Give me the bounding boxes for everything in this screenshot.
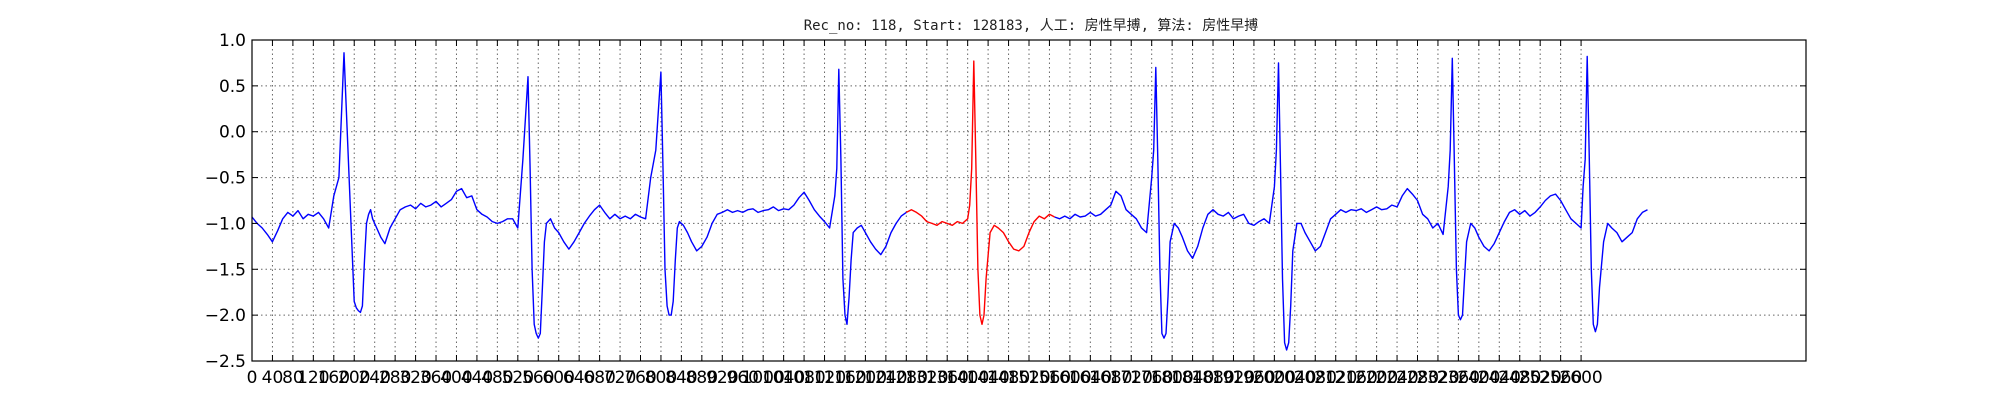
x-tick-label: 600 xyxy=(542,368,574,388)
x-tick-label: 1600 xyxy=(1048,368,1091,388)
x-tick-label: 2160 xyxy=(1335,368,1378,388)
x-tick-label: 2480 xyxy=(1498,368,1541,388)
y-tick-label: −1.5 xyxy=(205,260,246,280)
x-tick-label: 1280 xyxy=(885,368,928,388)
plot-frame xyxy=(251,39,1807,362)
x-tick-label: 2600 xyxy=(1559,368,1602,388)
x-tick-label: 2400 xyxy=(1457,368,1500,388)
x-tick-label: 280 xyxy=(379,368,411,388)
x-tick-label: 1640 xyxy=(1069,368,1112,388)
x-tick-label: 2560 xyxy=(1539,368,1582,388)
x-tick-label: 1040 xyxy=(762,368,805,388)
x-tick-label: 2120 xyxy=(1314,368,1357,388)
x-tick-label: 2080 xyxy=(1294,368,1337,388)
x-tick-label: 2520 xyxy=(1519,368,1562,388)
x-tick-label: 440 xyxy=(461,368,493,388)
x-tick-label: 1000 xyxy=(742,368,785,388)
x-tick-label: 1480 xyxy=(987,368,1030,388)
x-tick-label: 880 xyxy=(686,368,718,388)
x-tick-label: 1920 xyxy=(1212,368,1255,388)
x-axis: 0 408012016020024028032036040044048052056… xyxy=(247,40,1603,388)
x-tick-label: 1440 xyxy=(966,368,1009,388)
x-tick-label: 240 xyxy=(358,368,390,388)
x-tick-label: 960 xyxy=(727,368,759,388)
x-tick-label: 560 xyxy=(522,368,554,388)
y-tick-label: 0.5 xyxy=(219,77,246,97)
x-tick-label: 40 xyxy=(262,368,284,388)
x-tick-label: 1240 xyxy=(864,368,907,388)
x-tick-label: 520 xyxy=(502,368,534,388)
x-tick-label: 160 xyxy=(318,368,350,388)
x-tick-label: 2200 xyxy=(1355,368,1398,388)
x-tick-label: 1560 xyxy=(1028,368,1071,388)
y-tick-label: −1.0 xyxy=(205,214,246,234)
x-tick-label: 1840 xyxy=(1171,368,1214,388)
x-tick-label: 1160 xyxy=(823,368,866,388)
x-tick-label: 1960 xyxy=(1232,368,1275,388)
x-tick-label: 0 xyxy=(247,368,258,388)
x-tick-label: 920 xyxy=(706,368,738,388)
y-tick-label: −2.5 xyxy=(205,352,246,372)
x-tick-label: 640 xyxy=(563,368,595,388)
y-tick-label: 1.0 xyxy=(219,31,246,51)
x-tick-label: 1680 xyxy=(1089,368,1132,388)
x-tick-label: 200 xyxy=(338,368,370,388)
x-tick-label: 1200 xyxy=(844,368,887,388)
x-tick-label: 800 xyxy=(645,368,677,388)
x-tick-label: 1360 xyxy=(926,368,969,388)
x-tick-label: 1120 xyxy=(803,368,846,388)
x-tick-label: 400 xyxy=(440,368,472,388)
y-axis: 1.0 0.5 0.0 −0.5 −1.0 −1.5 −2.0 −2.5 xyxy=(205,31,1806,372)
x-tick-label: 1800 xyxy=(1150,368,1193,388)
x-tick-label: 2040 xyxy=(1273,368,1316,388)
x-tick-label: 1520 xyxy=(1007,368,1050,388)
x-tick-label: 320 xyxy=(399,368,431,388)
x-tick-label: 2320 xyxy=(1416,368,1459,388)
ecg-series-line xyxy=(1054,55,1648,351)
x-tick-label: 1760 xyxy=(1130,368,1173,388)
x-tick-label: 120 xyxy=(297,368,329,388)
x-tick-label: 1400 xyxy=(946,368,989,388)
y-tick-label: 0.0 xyxy=(219,123,246,143)
x-tick-label: 2240 xyxy=(1375,368,1418,388)
grid-lines xyxy=(252,40,1806,361)
x-tick-label: 360 xyxy=(420,368,452,388)
x-tick-label: 80 xyxy=(282,368,304,388)
x-tick-label: 720 xyxy=(604,368,636,388)
x-tick-label: 2440 xyxy=(1478,368,1521,388)
y-tick-label: −0.5 xyxy=(205,169,246,189)
x-tick-label: 2000 xyxy=(1253,368,1296,388)
x-tick-label: 2280 xyxy=(1396,368,1439,388)
series-lines xyxy=(251,52,1648,351)
chart-title: Rec_no: 118, Start: 128183, 人工: 房性早搏, 算法… xyxy=(804,17,1259,34)
x-tick-label: 1720 xyxy=(1110,368,1153,388)
x-tick-label: 2360 xyxy=(1437,368,1480,388)
x-tick-label: 1880 xyxy=(1191,368,1234,388)
x-tick-label: 680 xyxy=(583,368,615,388)
x-tick-label: 760 xyxy=(624,368,656,388)
ecg-series-line xyxy=(251,52,907,339)
x-tick-label: 1320 xyxy=(905,368,948,388)
x-tick-label: 840 xyxy=(665,368,697,388)
x-tick-label: 480 xyxy=(481,368,513,388)
y-tick-label: −2.0 xyxy=(205,306,246,326)
highlighted-beat-line xyxy=(905,60,1055,325)
x-tick-label: 1080 xyxy=(782,368,825,388)
